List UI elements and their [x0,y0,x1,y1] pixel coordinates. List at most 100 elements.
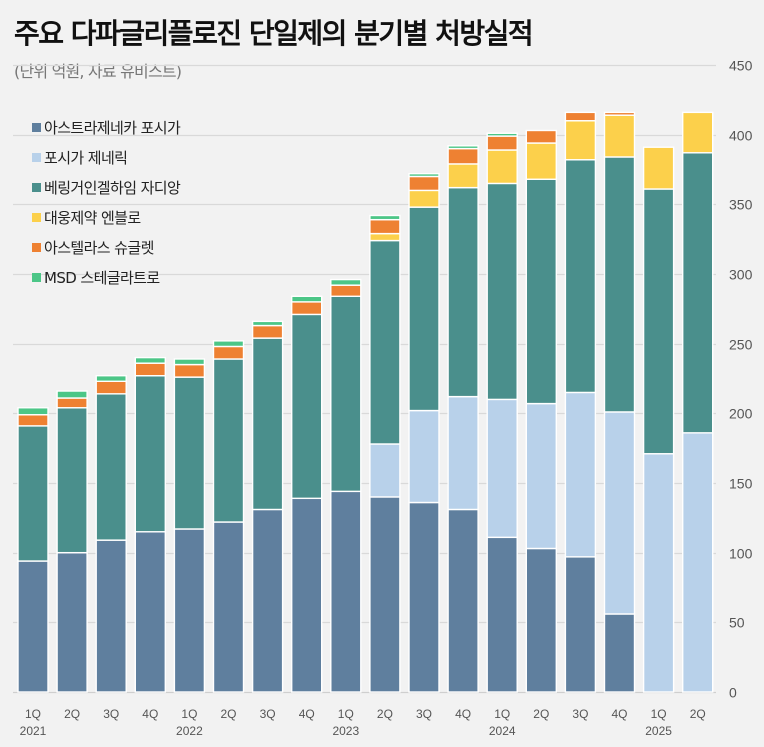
bar-segment [369,239,401,445]
bar-stack [447,145,479,693]
bar-segment [486,182,518,401]
x-tick-label: 3Q [416,707,432,721]
bar-segment [682,432,714,693]
bar-stack [525,129,557,693]
y-tick-label: 100 [729,546,753,562]
bar-segment [603,114,636,158]
bar-stack [95,375,127,693]
x-tick-label: 1Q [181,707,197,721]
x-tick-label: 4Q [142,707,158,721]
bar-stack [682,111,714,693]
bars [17,111,714,693]
bar-segment [642,453,675,693]
bar-segment [291,295,323,303]
legend-swatch [32,182,41,192]
bar-segment [330,284,362,297]
legend-swatch [32,272,41,282]
x-tick-label: 2Q [220,707,236,721]
bar-segment [408,189,440,208]
legend-label: 대웅제약 엔블로 [44,208,141,227]
bar-segment [525,142,557,180]
bar-segment [525,547,557,693]
bar-segment [682,111,714,154]
bar-segment [173,528,206,693]
bar-segment [17,425,49,562]
bar-segment [56,551,88,693]
bar-segment [173,363,206,378]
bar-segment [603,156,636,413]
legend-item: 아스트라제네카 포시가 [32,112,181,142]
bar-segment [447,186,479,398]
bar-segment [564,159,597,394]
bar-stack [56,390,88,693]
bar-segment [369,496,401,693]
legend-label: 포시가 제네릭 [44,148,128,167]
bar-segment [173,358,206,366]
x-tick-label: 2Q [533,707,549,721]
y-tick-label: 50 [729,615,745,631]
bar-segment [173,376,206,530]
bar-segment [564,391,597,558]
bar-segment [447,395,479,511]
x-tick-label: 2Q [690,707,706,721]
x-year-label: 2024 [489,724,516,738]
x-tick-label: 4Q [455,707,471,721]
bar-segment [408,409,440,504]
x-year-label: 2025 [645,724,672,738]
bar-segment [525,178,557,405]
x-tick-label: 4Q [299,707,315,721]
bar-segment [56,407,88,554]
bar-segment [134,375,167,533]
bar-segment [525,129,557,144]
bar-stack [486,132,518,693]
bar-segment [330,295,362,493]
y-tick-label: 350 [729,197,753,213]
x-tick-label: 1Q [338,707,354,721]
bar-segment [134,362,167,377]
bar-segment [603,411,636,615]
legend-item: 베링거인겔하임 자디앙 [32,172,181,202]
bar-segment [408,172,440,178]
bar-stack [173,358,206,693]
bar-segment [212,358,245,523]
y-tick-label: 450 [729,58,753,74]
bar-segment [642,146,675,190]
x-tick-label: 4Q [611,707,627,721]
bar-segment [251,324,284,339]
bar-segment [603,111,636,116]
y-tick-label: 250 [729,337,753,353]
legend-label: 아스트라제네카 포시가 [44,118,181,137]
bar-segment [251,508,284,693]
legend-label: 아스텔라스 슈글렛 [44,238,154,257]
bar-stack [603,111,636,693]
bar-segment [447,147,479,165]
bar-segment [369,232,401,242]
bar-segment [486,132,518,137]
bar-segment [95,375,127,382]
bar-segment [134,356,167,364]
legend-swatch [32,152,41,162]
bar-stack [369,214,401,693]
legend-swatch [32,242,41,252]
legend-label: MSD 스테글라트로 [44,268,160,287]
legend-item: 아스텔라스 슈글렛 [32,232,180,262]
bar-segment [447,163,479,189]
x-tick-label: 2Q [377,707,393,721]
y-tick-label: 400 [729,128,753,144]
gridlines [13,64,716,694]
bar-segment [564,111,597,122]
bar-segment [17,414,49,427]
legend-label: 베링거인겔하임 자디앙 [44,178,181,197]
bar-segment [369,443,401,498]
bar-segment [95,539,127,693]
bar-stack [134,356,167,693]
chart-title: 주요 다파글리플로진 단일제의 분기별 처방실적 [14,17,534,50]
x-year-label: 2023 [332,724,359,738]
y-axis-ticks: 0 50 100 150 200 250 300 350 400 450 [729,58,753,701]
bar-segment [525,402,557,550]
bar-segment [408,501,440,693]
x-year-label: 2021 [20,724,47,738]
bar-segment [369,214,401,221]
